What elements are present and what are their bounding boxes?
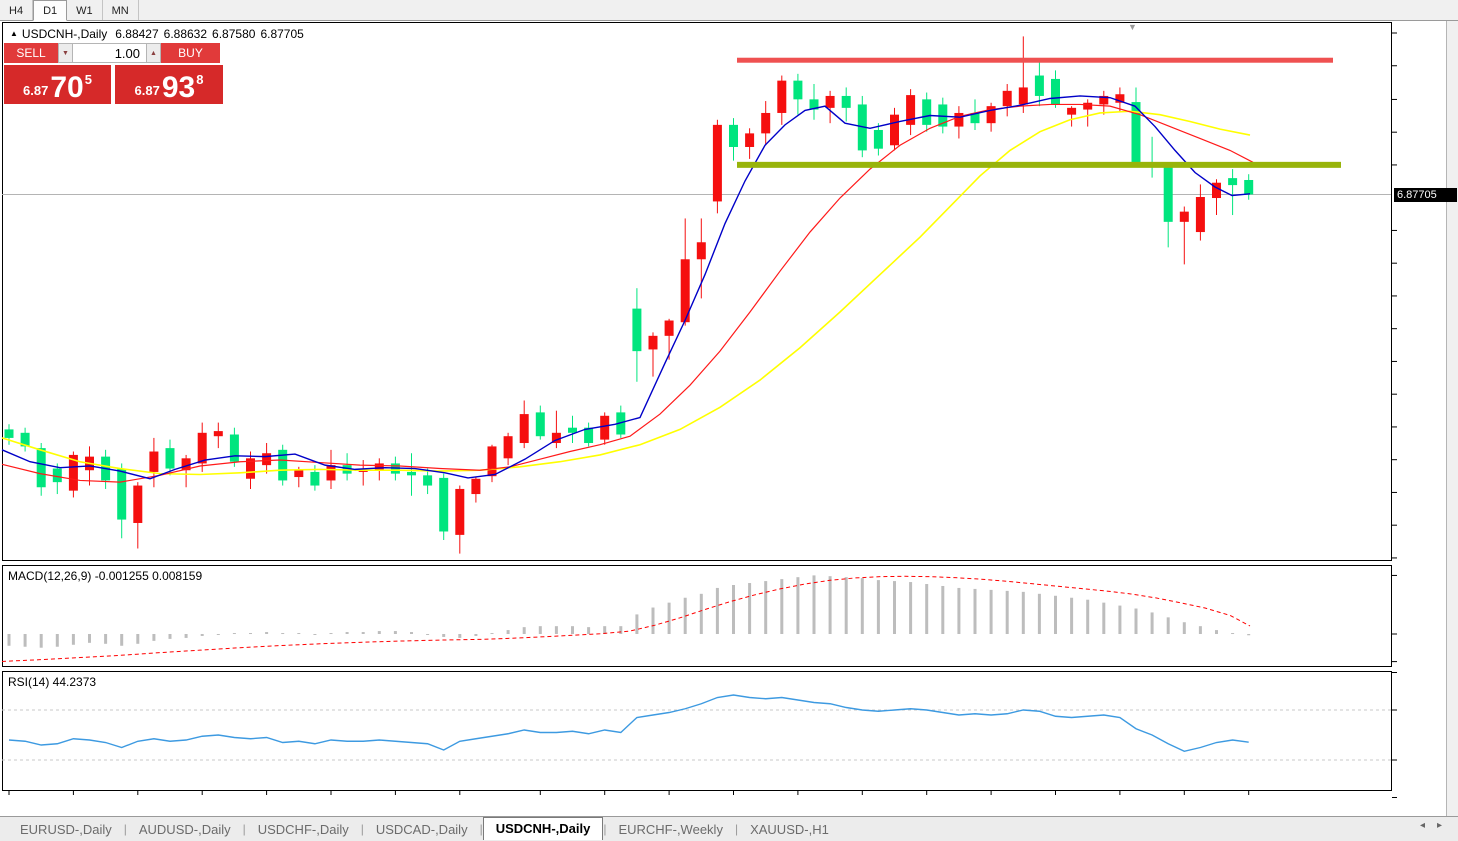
- symbol-tab-eurusd[interactable]: EURUSD-,Daily: [20, 821, 112, 837]
- buy-price-pip: 8: [196, 72, 204, 87]
- window-right-edge: [1446, 0, 1458, 841]
- sell-price-big: 70: [50, 71, 84, 104]
- macd-indicator-plot[interactable]: [2, 565, 1392, 667]
- sell-price-prefix: 6.87: [23, 83, 49, 98]
- volume-decrease-button[interactable]: ▼: [58, 43, 73, 63]
- sell-price-pip: 5: [84, 72, 92, 87]
- symbol-tab-usdcnh[interactable]: USDCNH-,Daily: [482, 816, 604, 840]
- quote-open: 6.88427: [115, 27, 159, 41]
- scroll-left-button[interactable]: ◂: [1419, 820, 1425, 831]
- tab-separator: |: [734, 822, 739, 836]
- symbol-tab-eurchf[interactable]: EURCHF-,Weekly: [618, 821, 723, 837]
- quote-low: 6.87580: [212, 27, 256, 41]
- timeframe-tab-w1[interactable]: W1: [67, 0, 103, 20]
- scroll-right-button[interactable]: ▸: [1436, 820, 1442, 831]
- rsi-indicator-plot[interactable]: [2, 671, 1392, 791]
- volume-increase-button[interactable]: ▲: [146, 43, 161, 63]
- tabbar-scroll-buttons: ◂ ▸: [1420, 820, 1442, 831]
- buy-price-plate[interactable]: 6.87 93 8: [115, 65, 223, 104]
- tab-separator: |: [123, 822, 127, 836]
- one-click-trade-panel: SELL ▼ ▲ BUY 6.87 70 5 6.87 93 8: [4, 43, 223, 104]
- rsi-indicator-label: RSI(14) 44.2373: [8, 675, 97, 689]
- tab-separator: |: [603, 822, 607, 836]
- quote-close: 6.87705: [260, 27, 304, 41]
- symbol-tab-audusd[interactable]: AUDUSD-,Daily: [138, 821, 231, 837]
- tab-separator: |: [479, 822, 483, 836]
- quote-high: 6.88632: [163, 27, 208, 41]
- symbol-tab-usdcad[interactable]: USDCAD-,Daily: [375, 821, 468, 837]
- symbol-tab-xauusd[interactable]: XAUUSD-,H1: [750, 821, 829, 837]
- tab-separator: |: [360, 822, 364, 836]
- macd-indicator-label: MACD(12,26,9) -0.001255 0.008159: [8, 569, 203, 583]
- current-price-marker: 6.87705: [1394, 187, 1457, 202]
- sell-button[interactable]: SELL: [4, 43, 58, 63]
- symbol-tab-usdchf[interactable]: USDCHF-,Daily: [257, 821, 349, 837]
- timeframe-tabbar: H4 D1 W1 MN: [0, 0, 1458, 21]
- sell-price-plate[interactable]: 6.87 70 5: [4, 65, 111, 104]
- buy-button[interactable]: BUY: [161, 43, 220, 63]
- buy-price-prefix: 6.87: [134, 83, 160, 98]
- chart-ohlc-header: ▲ USDCNH-,Daily 6.88427 6.88632 6.87580 6.877…: [10, 27, 309, 41]
- volume-input[interactable]: [73, 43, 146, 63]
- timeframe-tab-mn[interactable]: MN: [103, 0, 139, 20]
- timeframe-tab-d1[interactable]: D1: [33, 0, 68, 21]
- buy-price-big: 93: [161, 71, 196, 104]
- symbol-tabbar: EURUSD-,Daily | AUDUSD-,Daily | USDCHF-,Dail…: [0, 816, 1458, 841]
- scroll-to-end-icon: ▼: [1128, 22, 1137, 32]
- collapse-panel-icon[interactable]: ▲: [10, 29, 18, 38]
- timeframe-tab-h4[interactable]: H4: [0, 0, 34, 20]
- tab-separator: |: [242, 822, 246, 836]
- chart-symbol-label: USDCNH-,Daily: [21, 27, 108, 41]
